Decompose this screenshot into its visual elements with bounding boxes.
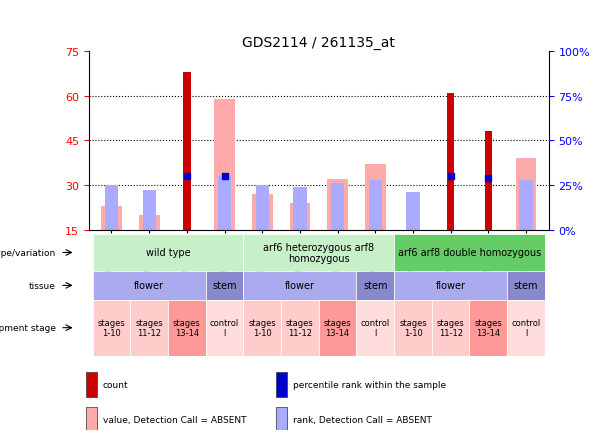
Bar xyxy=(327,180,348,230)
Bar xyxy=(256,186,269,230)
Text: flower: flower xyxy=(436,281,466,291)
Text: control
l: control l xyxy=(360,318,390,338)
Text: stem: stem xyxy=(212,281,237,291)
Bar xyxy=(406,193,419,230)
Bar xyxy=(252,194,273,230)
Bar xyxy=(86,372,97,397)
Text: count: count xyxy=(103,380,129,389)
Text: arf6 heterozygous arf8
homozygous: arf6 heterozygous arf8 homozygous xyxy=(263,242,375,264)
Bar xyxy=(289,203,310,230)
Text: control
l: control l xyxy=(511,318,541,338)
Text: stages
11-12: stages 11-12 xyxy=(437,318,465,338)
Bar xyxy=(86,407,97,431)
Bar xyxy=(447,94,454,230)
Text: stages
13-14: stages 13-14 xyxy=(173,318,200,338)
Text: rank, Detection Call = ABSENT: rank, Detection Call = ABSENT xyxy=(293,415,432,424)
Text: value, Detection Call = ABSENT: value, Detection Call = ABSENT xyxy=(103,415,246,424)
Bar xyxy=(519,180,533,230)
Bar xyxy=(139,215,159,230)
Text: stages
13-14: stages 13-14 xyxy=(324,318,351,338)
Bar xyxy=(183,73,191,230)
Bar xyxy=(276,407,287,431)
Bar xyxy=(143,191,156,230)
Bar xyxy=(105,186,118,230)
Bar xyxy=(294,187,306,230)
Text: stem: stem xyxy=(514,281,538,291)
Text: flower: flower xyxy=(134,281,164,291)
Bar xyxy=(218,177,231,230)
Text: stages
11-12: stages 11-12 xyxy=(135,318,163,338)
Bar xyxy=(516,159,536,230)
Bar xyxy=(101,206,122,230)
Bar xyxy=(331,184,344,230)
Text: genotype/variation: genotype/variation xyxy=(0,248,56,257)
Text: development stage: development stage xyxy=(0,323,56,332)
Bar xyxy=(484,132,492,230)
Text: tissue: tissue xyxy=(29,281,56,290)
Text: arf6 arf8 double homozygous: arf6 arf8 double homozygous xyxy=(398,248,541,258)
Bar xyxy=(214,99,235,230)
Bar xyxy=(365,165,386,230)
Text: stages
13-14: stages 13-14 xyxy=(474,318,502,338)
Text: stages
1-10: stages 1-10 xyxy=(399,318,427,338)
Text: stem: stem xyxy=(363,281,387,291)
Text: control
l: control l xyxy=(210,318,239,338)
Text: flower: flower xyxy=(285,281,315,291)
Text: stages
11-12: stages 11-12 xyxy=(286,318,314,338)
Text: percentile rank within the sample: percentile rank within the sample xyxy=(293,380,446,389)
Title: GDS2114 / 261135_at: GDS2114 / 261135_at xyxy=(242,36,395,49)
Text: stages
1-10: stages 1-10 xyxy=(248,318,276,338)
Text: stages
1-10: stages 1-10 xyxy=(97,318,126,338)
Text: wild type: wild type xyxy=(146,248,190,258)
Bar xyxy=(276,372,287,397)
Bar xyxy=(368,180,382,230)
